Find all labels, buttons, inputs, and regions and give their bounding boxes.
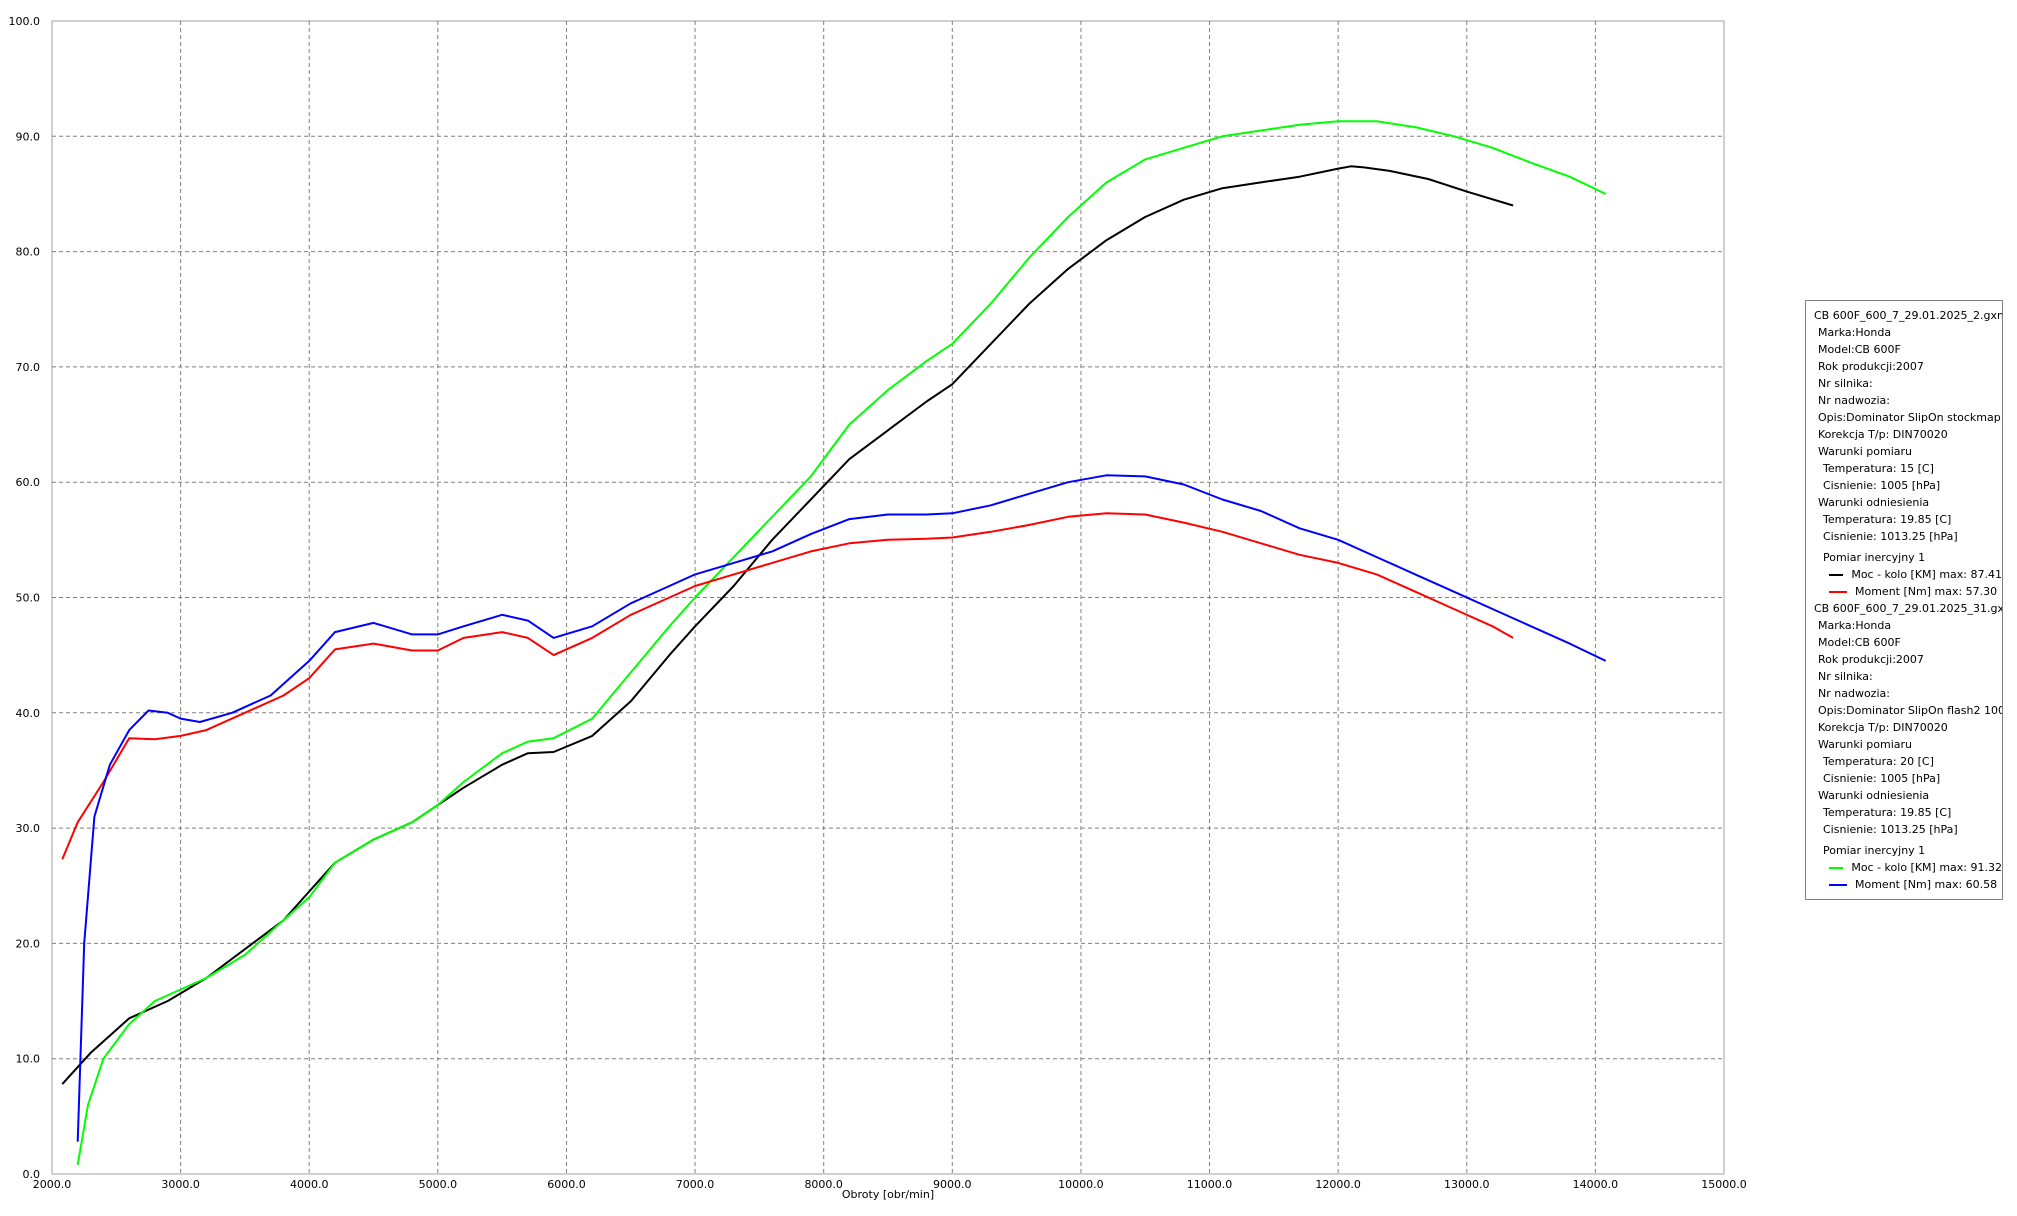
y-tick-label: 60.0 bbox=[16, 476, 41, 489]
grid bbox=[52, 21, 1724, 1174]
legend-temperatura-pomiar: Temperatura: 15 [C] bbox=[1823, 462, 1934, 475]
legend-temperatura-pomiar: Temperatura: 20 [C] bbox=[1823, 755, 1934, 768]
legend-marka: Marka:Honda bbox=[1818, 326, 1892, 339]
legend-rok: Rok produkcji:2007 bbox=[1818, 653, 1924, 666]
legend-opis: Opis:Dominator SlipOn stockmap bbox=[1818, 411, 2001, 424]
y-tick-label: 20.0 bbox=[16, 937, 41, 950]
legend-pomiar: Pomiar inercyjny 1 bbox=[1823, 844, 1926, 857]
y-tick-label: 50.0 bbox=[16, 592, 41, 605]
legend-box: CB 600F_600_7_29.01.2025_2.gxml Marka:Ho… bbox=[1805, 300, 2003, 900]
legend-series-item: Moc - kolo [KM] max: 91.32 bbox=[1814, 859, 2002, 876]
series-line-torque-red bbox=[61, 512, 1514, 860]
legend-file-2: CB 600F_600_7_29.01.2025_31.gxml Marka:H… bbox=[1814, 600, 2002, 893]
y-tick-label: 30.0 bbox=[16, 822, 41, 835]
legend-filename: CB 600F_600_7_29.01.2025_31.gxml bbox=[1814, 602, 2003, 615]
series-line-power-black bbox=[61, 165, 1514, 1085]
legend-nr-nadwozia: Nr nadwozia: bbox=[1818, 394, 1890, 407]
legend-swatch-black bbox=[1829, 573, 1844, 576]
legend-korekcja: Korekcja T/p: DIN70020 bbox=[1818, 721, 1948, 734]
x-tick-label: 8000.0 bbox=[804, 1178, 843, 1191]
x-tick-label: 15000.0 bbox=[1701, 1178, 1747, 1191]
x-axis-label: Obroty [obr/min] bbox=[842, 1188, 934, 1201]
x-tick-label: 12000.0 bbox=[1315, 1178, 1361, 1191]
legend-warunki-pomiaru: Warunki pomiaru bbox=[1818, 738, 1913, 751]
legend-series-label: Moc - kolo [KM] max: 91.32 bbox=[1851, 861, 2002, 874]
legend-series-label: Moment [Nm] max: 60.58 bbox=[1855, 878, 1998, 891]
x-tick-labels: 2000.0 3000.0 4000.0 5000.0 6000.0 7000.0 8000… bbox=[33, 1178, 1747, 1191]
y-tick-label: 70.0 bbox=[16, 361, 41, 374]
x-tick-label: 6000.0 bbox=[547, 1178, 586, 1191]
legend-filename: CB 600F_600_7_29.01.2025_2.gxml bbox=[1814, 309, 2003, 322]
x-tick-label: 14000.0 bbox=[1573, 1178, 1619, 1191]
x-tick-label: 9000.0 bbox=[933, 1178, 972, 1191]
legend-opis: Opis:Dominator SlipOn flash2 100 bbox=[1818, 704, 2003, 717]
legend-nr-silnika: Nr silnika: bbox=[1818, 670, 1873, 683]
legend-swatch-green bbox=[1829, 866, 1844, 869]
y-tick-labels: 0.0 10.0 20.0 30.0 40.0 50.0 60.0 70.0 80.0 90.0 1… bbox=[9, 15, 41, 1181]
x-tick-label: 4000.0 bbox=[290, 1178, 329, 1191]
legend-korekcja: Korekcja T/p: DIN70020 bbox=[1818, 428, 1948, 441]
legend-series-item: Moment [Nm] max: 57.30 bbox=[1814, 583, 2002, 600]
legend-cisnienie-pomiar: Cisnienie: 1005 [hPa] bbox=[1823, 479, 1941, 492]
legend-temperatura-odn: Temperatura: 19.85 [C] bbox=[1823, 806, 1952, 819]
legend-file-1: CB 600F_600_7_29.01.2025_2.gxml Marka:Ho… bbox=[1814, 307, 2002, 600]
y-tick-label: 100.0 bbox=[9, 15, 41, 28]
y-tick-label: 90.0 bbox=[16, 130, 41, 143]
y-tick-label: 40.0 bbox=[16, 707, 41, 720]
legend-rok: Rok produkcji:2007 bbox=[1818, 360, 1924, 373]
y-tick-label: 10.0 bbox=[16, 1053, 41, 1066]
x-tick-label: 7000.0 bbox=[676, 1178, 715, 1191]
x-tick-label: 13000.0 bbox=[1444, 1178, 1490, 1191]
legend-cisnienie-odn: Cisnienie: 1013.25 [hPa] bbox=[1823, 823, 1958, 836]
series-line-torque-blue bbox=[76, 474, 1607, 1142]
legend-series-item: Moc - kolo [KM] max: 87.41 bbox=[1814, 566, 2002, 583]
x-tick-label: 11000.0 bbox=[1187, 1178, 1233, 1191]
legend-series-item: Moment [Nm] max: 60.58 bbox=[1814, 876, 2002, 893]
legend-cisnienie-pomiar: Cisnienie: 1005 [hPa] bbox=[1823, 772, 1941, 785]
legend-swatch-blue bbox=[1829, 883, 1847, 886]
legend-warunki-pomiaru: Warunki pomiaru bbox=[1818, 445, 1913, 458]
legend-model: Model:CB 600F bbox=[1818, 343, 1901, 356]
x-tick-label: 10000.0 bbox=[1058, 1178, 1104, 1191]
x-tick-label: 5000.0 bbox=[419, 1178, 458, 1191]
legend-warunki-odniesienia: Warunki odniesienia bbox=[1818, 496, 1930, 509]
legend-swatch-red bbox=[1829, 590, 1847, 593]
legend-nr-silnika: Nr silnika: bbox=[1818, 377, 1873, 390]
series-lines bbox=[61, 120, 1607, 1165]
legend-pomiar: Pomiar inercyjny 1 bbox=[1823, 551, 1926, 564]
legend-marka: Marka:Honda bbox=[1818, 619, 1892, 632]
legend-series-label: Moc - kolo [KM] max: 87.41 bbox=[1851, 568, 2002, 581]
legend-cisnienie-odn: Cisnienie: 1013.25 [hPa] bbox=[1823, 530, 1958, 543]
x-tick-label: 2000.0 bbox=[33, 1178, 72, 1191]
y-tick-label: 80.0 bbox=[16, 246, 41, 259]
legend-series-label: Moment [Nm] max: 57.30 bbox=[1855, 585, 1998, 598]
legend-temperatura-odn: Temperatura: 19.85 [C] bbox=[1823, 513, 1952, 526]
legend-nr-nadwozia: Nr nadwozia: bbox=[1818, 687, 1890, 700]
legend-model: Model:CB 600F bbox=[1818, 636, 1901, 649]
legend-warunki-odniesienia: Warunki odniesienia bbox=[1818, 789, 1930, 802]
series-line-power-green bbox=[76, 120, 1607, 1165]
x-tick-label: 3000.0 bbox=[161, 1178, 200, 1191]
y-tick-label: 0.0 bbox=[23, 1168, 41, 1181]
